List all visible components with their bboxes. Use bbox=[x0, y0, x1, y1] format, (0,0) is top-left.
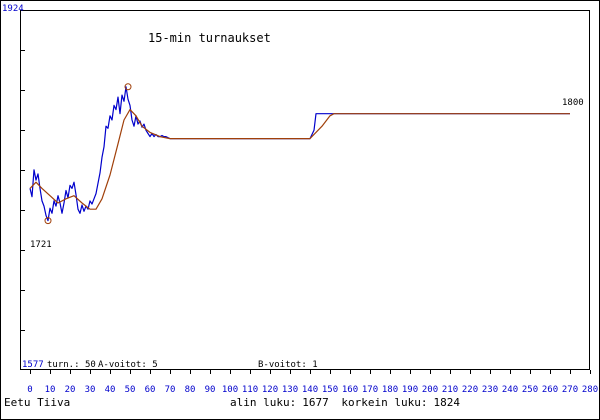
a-wins-label: A-voitot: bbox=[98, 360, 147, 370]
games-count-value: 50 bbox=[85, 360, 96, 370]
x-axis-ticks bbox=[30, 370, 591, 374]
highest-label: korkein luku: bbox=[341, 396, 428, 409]
marker-layer bbox=[44, 83, 132, 225]
player-name: Eetu Tiiva bbox=[4, 396, 71, 409]
x-tick-label: 0 bbox=[27, 385, 32, 395]
y-axis-top-label: 1924 bbox=[2, 4, 24, 14]
x-tick-label: 270 bbox=[562, 385, 578, 395]
rating-range: alin luku: 1677 korkein luku: 1824 bbox=[230, 396, 466, 409]
x-axis-tick-labels: 0 10 20 30 40 50 60 70 80 90 100 110 120 130 140 150 160… bbox=[27, 385, 598, 395]
x-tick-label: 280 bbox=[582, 385, 598, 395]
b-wins: B-voitot: 1 bbox=[258, 360, 318, 370]
x-tick-label: 90 bbox=[205, 385, 216, 395]
a-wins: A-voitot: 5 bbox=[98, 360, 158, 370]
x-tick-label: 150 bbox=[322, 385, 338, 395]
y-axis-bottom-label: 1577 bbox=[22, 360, 44, 370]
x-tick-label: 260 bbox=[542, 385, 558, 395]
x-tick-label: 230 bbox=[482, 385, 498, 395]
x-tick-label: 100 bbox=[222, 385, 238, 395]
games-count: turn.: 50 bbox=[47, 360, 96, 370]
games-count-label: turn.: bbox=[47, 360, 80, 370]
series-line-rating bbox=[29, 86, 570, 222]
series-line-average bbox=[29, 108, 570, 210]
x-tick-label: 170 bbox=[362, 385, 378, 395]
x-tick-label: 40 bbox=[105, 385, 116, 395]
high-marker bbox=[124, 83, 132, 91]
x-tick-label: 130 bbox=[282, 385, 298, 395]
x-tick-label: 160 bbox=[342, 385, 358, 395]
x-tick-label: 70 bbox=[165, 385, 176, 395]
plot-frame bbox=[20, 10, 590, 370]
x-tick-label: 250 bbox=[522, 385, 538, 395]
lowest-label: alin luku: bbox=[230, 396, 297, 409]
x-tick-label: 180 bbox=[382, 385, 398, 395]
low-value-label: 1721 bbox=[30, 240, 52, 250]
low-marker bbox=[44, 217, 52, 225]
series-layer bbox=[29, 86, 570, 222]
x-tick-label: 120 bbox=[262, 385, 278, 395]
lowest-value: 1677 bbox=[302, 396, 329, 409]
x-tick-label: 200 bbox=[422, 385, 438, 395]
x-tick-label: 20 bbox=[65, 385, 76, 395]
x-tick-label: 60 bbox=[145, 385, 156, 395]
x-tick-label: 10 bbox=[45, 385, 56, 395]
x-tick-label: 190 bbox=[402, 385, 418, 395]
current-value-label: 1800 bbox=[562, 98, 584, 108]
x-tick-label: 210 bbox=[442, 385, 458, 395]
chart-title: 15-min turnaukset bbox=[148, 31, 271, 45]
x-tick-label: 50 bbox=[125, 385, 136, 395]
b-wins-value: 1 bbox=[312, 360, 317, 370]
y-axis-ticks bbox=[20, 50, 25, 331]
x-tick-label: 30 bbox=[85, 385, 96, 395]
a-wins-value: 5 bbox=[152, 360, 157, 370]
x-tick-label: 240 bbox=[502, 385, 518, 395]
b-wins-label: B-voitot: bbox=[258, 360, 307, 370]
x-tick-label: 110 bbox=[242, 385, 258, 395]
x-tick-label: 140 bbox=[302, 385, 318, 395]
highest-value: 1824 bbox=[433, 396, 460, 409]
x-tick-label: 220 bbox=[462, 385, 478, 395]
x-tick-label: 80 bbox=[185, 385, 196, 395]
